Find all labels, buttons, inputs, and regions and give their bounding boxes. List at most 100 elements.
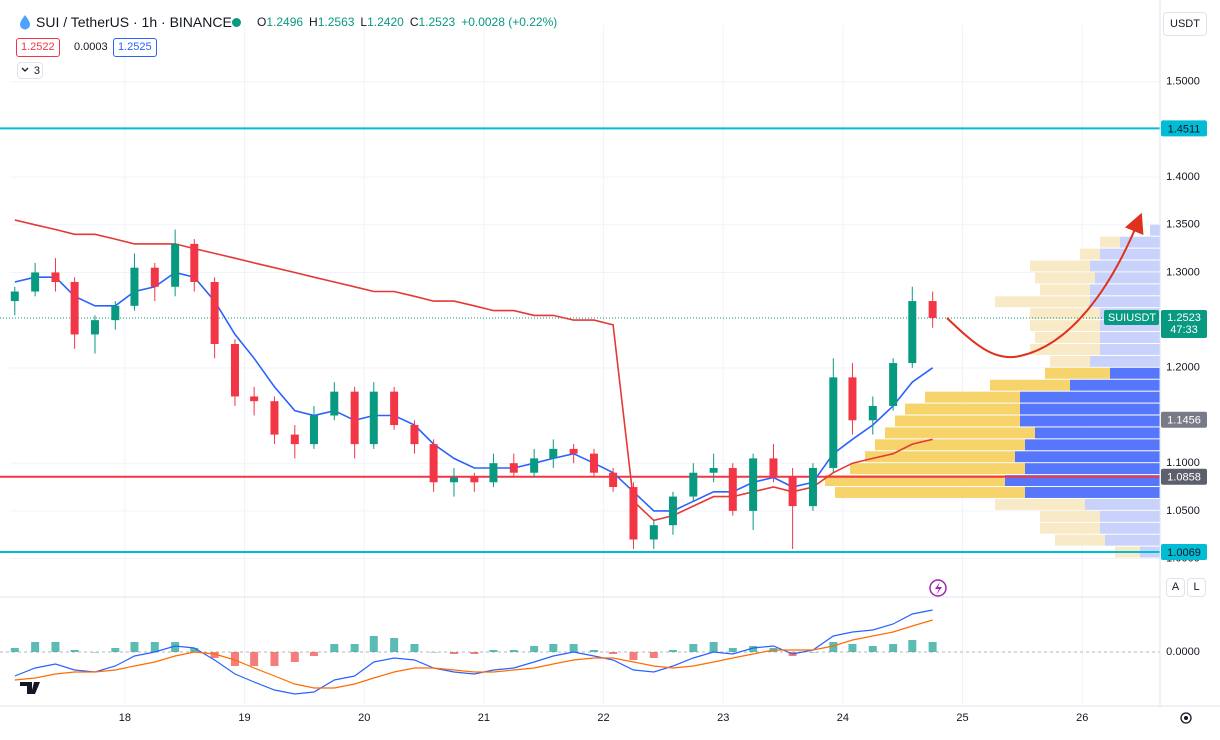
candle-body bbox=[210, 281, 219, 344]
candle-body bbox=[629, 487, 638, 540]
tv-logo bbox=[20, 682, 40, 694]
y-tick-label: 1.1000 bbox=[1166, 457, 1200, 469]
candle-body bbox=[728, 467, 737, 511]
histogram-bar bbox=[250, 652, 259, 666]
histogram-bar bbox=[709, 642, 718, 652]
profile-up bbox=[1100, 343, 1160, 355]
x-tick-label: 21 bbox=[478, 712, 490, 724]
y-tick-label: 1.3000 bbox=[1166, 266, 1200, 278]
signal-line bbox=[14, 619, 933, 689]
candle-body bbox=[31, 272, 40, 292]
profile-up bbox=[1105, 534, 1160, 546]
sell-price[interactable]: 1.2522 bbox=[16, 38, 60, 57]
candle-body bbox=[908, 301, 917, 364]
candle-body bbox=[489, 463, 498, 483]
histogram-bar bbox=[150, 642, 159, 652]
histogram-bar bbox=[171, 642, 180, 652]
histogram-bar bbox=[609, 652, 618, 654]
auto-scale-button[interactable]: A bbox=[1166, 578, 1185, 597]
symbol-title: SUI / TetherUS · 1h · BINANCE bbox=[36, 14, 232, 30]
candle-body bbox=[330, 391, 339, 416]
histogram-bar bbox=[808, 652, 817, 653]
x-tick-label: 19 bbox=[238, 712, 250, 724]
candle-body bbox=[171, 243, 180, 287]
alert-icon[interactable] bbox=[929, 579, 947, 597]
candle-body bbox=[868, 405, 877, 421]
histogram-bar bbox=[90, 652, 99, 653]
x-tick-label: 18 bbox=[119, 712, 131, 724]
histogram-bar bbox=[111, 648, 120, 652]
ohlc-label: L bbox=[360, 15, 368, 29]
candle-body bbox=[709, 467, 718, 473]
profile-down bbox=[905, 403, 1020, 415]
profile-up bbox=[1025, 463, 1160, 475]
histogram-bar bbox=[509, 650, 518, 652]
profile-up bbox=[1085, 498, 1160, 510]
ohlc-value: 1.2563 bbox=[317, 15, 355, 29]
y-tick-label: 1.2000 bbox=[1166, 362, 1200, 374]
histogram-bar bbox=[429, 652, 438, 653]
histogram-bar bbox=[569, 644, 578, 652]
log-scale-button[interactable]: L bbox=[1187, 578, 1206, 597]
moving-average bbox=[14, 271, 934, 512]
histogram-bar bbox=[369, 636, 378, 652]
profile-down bbox=[990, 379, 1070, 391]
candle-body bbox=[250, 396, 259, 402]
macd-pane bbox=[0, 609, 1160, 695]
price-badge-label: 1.2523 bbox=[1167, 312, 1201, 324]
profile-down bbox=[1050, 355, 1090, 367]
candle-body bbox=[111, 305, 120, 321]
histogram-bar bbox=[31, 642, 40, 652]
histogram-bar bbox=[649, 652, 658, 658]
profile-down bbox=[1030, 343, 1100, 355]
candle-body bbox=[369, 391, 378, 445]
profile-up bbox=[1025, 439, 1160, 451]
histogram-bar bbox=[728, 648, 737, 652]
candle-body bbox=[609, 472, 618, 488]
profile-up bbox=[1020, 391, 1160, 403]
symbol-badge bbox=[1104, 309, 1159, 325]
histogram-bar bbox=[210, 652, 219, 658]
symbol-badge-label: SUIUSDT bbox=[1108, 312, 1157, 324]
histogram-bar bbox=[589, 650, 598, 652]
profile-up bbox=[1090, 355, 1160, 367]
profile-down bbox=[1030, 320, 1100, 332]
candle-body bbox=[668, 496, 677, 526]
x-tick-label: 23 bbox=[717, 712, 729, 724]
y-tick-label: 1.0500 bbox=[1166, 505, 1200, 517]
histogram-bar bbox=[470, 652, 479, 654]
candle-body bbox=[470, 477, 479, 483]
histogram-bar bbox=[230, 652, 239, 666]
histogram-bar bbox=[130, 642, 139, 652]
histogram-bar bbox=[489, 650, 498, 652]
profile-up bbox=[1100, 320, 1160, 332]
candle-body bbox=[449, 477, 458, 483]
market-status bbox=[232, 18, 241, 27]
histogram-bar bbox=[449, 652, 458, 654]
level-label: 1.0069 bbox=[1167, 547, 1201, 559]
axes: 1.5000 1.4000 1.3500 1.3000 1.2000 1.1000 1.05… bbox=[119, 76, 1200, 724]
level-badge bbox=[1161, 120, 1207, 137]
level-label: 1.4511 bbox=[1168, 123, 1201, 135]
candle-body bbox=[390, 391, 399, 426]
profile-down bbox=[995, 498, 1085, 510]
ohlc-value: 1.2496 bbox=[266, 15, 304, 29]
candle-body bbox=[51, 272, 60, 282]
x-tick-label: 26 bbox=[1076, 712, 1088, 724]
profile-down bbox=[865, 451, 1015, 463]
ohlc-value: 1.2420 bbox=[367, 15, 404, 29]
histogram-bar bbox=[549, 644, 558, 652]
currency-button[interactable]: USDT bbox=[1163, 12, 1207, 36]
candle-body bbox=[808, 467, 817, 507]
profile-up bbox=[1100, 510, 1160, 522]
buy-price[interactable]: 1.2525 bbox=[113, 38, 157, 57]
candles bbox=[10, 229, 937, 550]
histogram-bar bbox=[848, 644, 857, 652]
chevron bbox=[21, 67, 29, 72]
indicators-toggle[interactable]: 3 bbox=[17, 62, 43, 79]
moving-average bbox=[14, 219, 933, 522]
spread: 0.0003 bbox=[74, 41, 108, 53]
settings-icon[interactable] bbox=[1180, 712, 1192, 724]
profile-up bbox=[1025, 487, 1160, 498]
